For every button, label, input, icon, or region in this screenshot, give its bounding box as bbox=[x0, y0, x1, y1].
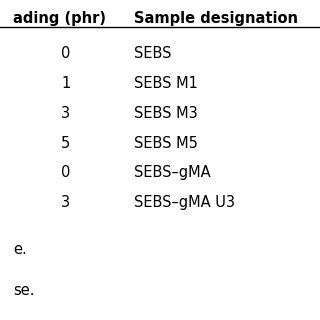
Text: 0: 0 bbox=[61, 46, 70, 61]
Text: SEBS M1: SEBS M1 bbox=[134, 76, 198, 91]
Text: SEBS M3: SEBS M3 bbox=[134, 106, 198, 121]
Text: Sample designation: Sample designation bbox=[134, 11, 298, 26]
Text: e.: e. bbox=[13, 242, 27, 257]
Text: ading (phr): ading (phr) bbox=[13, 11, 106, 26]
Text: 1: 1 bbox=[61, 76, 70, 91]
Text: SEBS–gMA U3: SEBS–gMA U3 bbox=[134, 195, 236, 210]
Text: SEBS–gMA: SEBS–gMA bbox=[134, 165, 211, 180]
Text: 0: 0 bbox=[61, 165, 70, 180]
Text: SEBS: SEBS bbox=[134, 46, 172, 61]
Text: se.: se. bbox=[13, 283, 34, 298]
Text: 3: 3 bbox=[61, 195, 70, 210]
Text: 3: 3 bbox=[61, 106, 70, 121]
Text: 5: 5 bbox=[61, 136, 70, 151]
Text: SEBS M5: SEBS M5 bbox=[134, 136, 198, 151]
